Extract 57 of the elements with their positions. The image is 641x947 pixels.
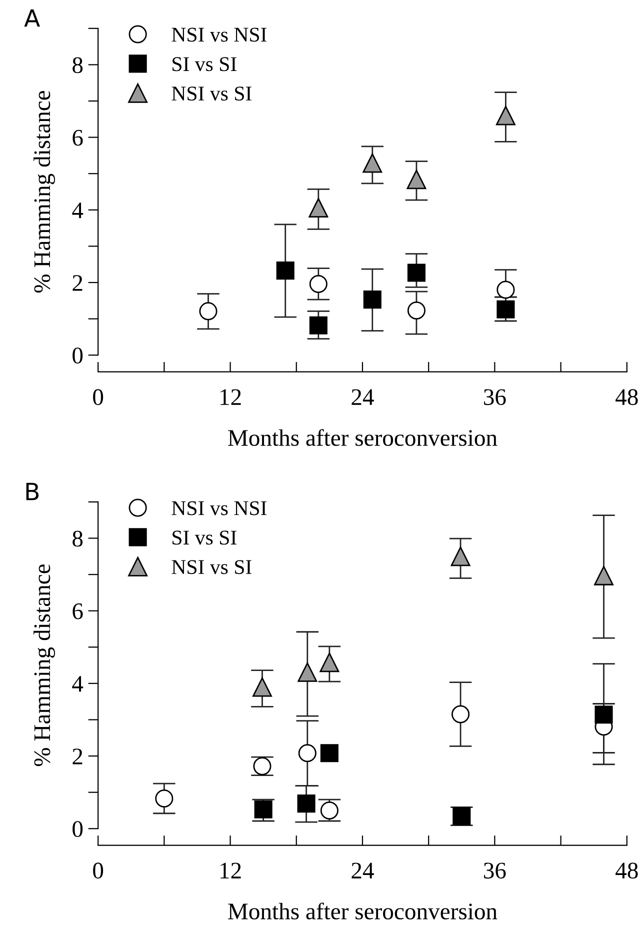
point [363, 290, 382, 309]
point [276, 262, 294, 280]
point [496, 280, 515, 299]
x-tick-label: 36 [484, 389, 506, 406]
y-axis-title: % Hamming distance [34, 90, 56, 293]
point [298, 662, 318, 682]
x-tick-label: 24 [352, 862, 374, 878]
y-tick-label: 6 [72, 130, 83, 146]
point [452, 705, 470, 724]
point [320, 652, 340, 672]
x-tick-label: 0 [93, 389, 104, 406]
point [450, 546, 470, 566]
legend-label: SI vs SI [172, 57, 236, 72]
y-tick-label: 8 [72, 530, 83, 547]
y-tick-label: 6 [72, 603, 83, 620]
point [309, 316, 328, 334]
point [406, 170, 426, 190]
point [298, 744, 316, 762]
y-tick-label: 0 [72, 821, 83, 838]
x-tick-label: 24 [352, 389, 374, 405]
x-axis-title: Months after seroconversion [228, 902, 498, 920]
x-tick-label: 36 [484, 862, 506, 879]
chart-title: B [26, 482, 39, 500]
point [309, 274, 328, 293]
point [594, 706, 613, 724]
y-axis-title: % Hamming distance [34, 564, 56, 766]
point [155, 789, 174, 808]
x-tick-label: 12 [220, 389, 241, 405]
y-tick-label: 4 [72, 676, 84, 692]
point [320, 744, 338, 762]
point [407, 264, 426, 282]
point [594, 566, 614, 586]
x-tick-label: 12 [220, 862, 241, 878]
point [496, 106, 516, 126]
legend-label: SI vs SI [172, 530, 236, 545]
point [252, 677, 272, 697]
point [254, 800, 272, 818]
x-tick-label: 0 [93, 862, 104, 879]
x-axis-title: Months after seroconversion [228, 429, 498, 446]
point [496, 300, 515, 318]
point [407, 301, 426, 320]
y-tick-label: 2 [72, 275, 82, 291]
x-tick-label: 48 [616, 862, 638, 879]
y-tick-label: 2 [72, 748, 82, 764]
legend-label: NSI vs SI [172, 560, 252, 574]
y-tick-label: 4 [72, 202, 84, 218]
point [199, 302, 218, 320]
legend-label: NSI vs NSI [172, 501, 266, 516]
point [297, 794, 316, 813]
y-tick-label: 0 [72, 348, 83, 364]
point [308, 198, 328, 218]
x-tick-label: 48 [616, 389, 638, 406]
chart-title: A [24, 9, 40, 27]
legend-label: NSI vs NSI [172, 28, 266, 42]
y-tick-label: 8 [72, 57, 83, 74]
point [362, 153, 382, 173]
legend-label: NSI vs SI [172, 86, 252, 101]
